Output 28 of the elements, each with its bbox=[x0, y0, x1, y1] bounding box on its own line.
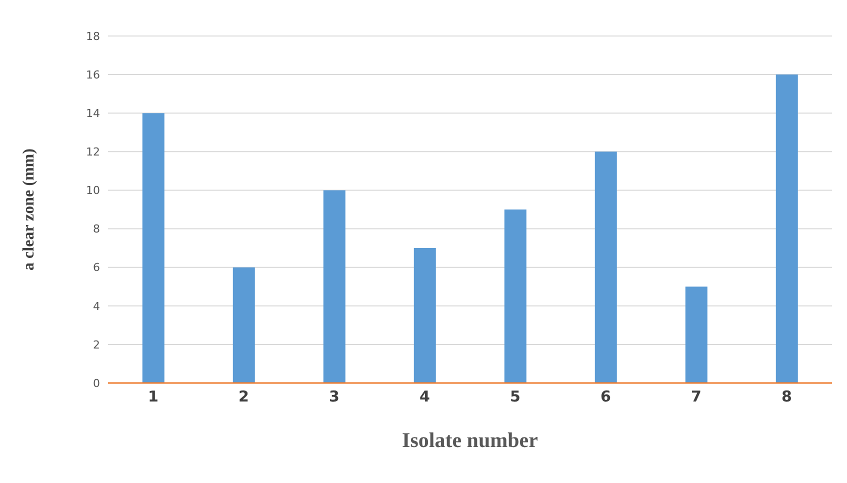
bar bbox=[232, 267, 255, 383]
y-tick-label: 0 bbox=[93, 376, 100, 390]
x-tick-label: 8 bbox=[782, 388, 792, 406]
x-tick-label: 3 bbox=[329, 388, 340, 406]
y-tick-label: 2 bbox=[93, 338, 100, 352]
x-tick-label: 1 bbox=[148, 388, 158, 406]
x-tick-label: 4 bbox=[420, 388, 430, 406]
bar bbox=[685, 286, 708, 383]
y-tick-label: 12 bbox=[86, 146, 100, 159]
y-tick-label: 10 bbox=[86, 184, 100, 198]
x-axis-title: Isolate number bbox=[402, 428, 538, 452]
x-tick-label: 2 bbox=[238, 388, 249, 406]
bar bbox=[504, 210, 526, 383]
y-tick-label: 6 bbox=[93, 261, 100, 274]
y-tick-label: 18 bbox=[86, 30, 100, 43]
y-tick-label: 14 bbox=[86, 107, 100, 120]
x-tick-label: 5 bbox=[510, 388, 520, 406]
x-tick-label: 6 bbox=[600, 388, 611, 406]
y-tick-label: 8 bbox=[93, 222, 100, 236]
bar bbox=[594, 152, 617, 383]
x-tick-label: 7 bbox=[691, 388, 702, 406]
y-tick-label: 4 bbox=[93, 300, 100, 313]
y-axis-title: a clear zone (mm) bbox=[20, 148, 38, 270]
y-tick-label: 16 bbox=[86, 68, 100, 82]
bar bbox=[414, 248, 436, 383]
bar bbox=[776, 74, 798, 383]
bar bbox=[323, 190, 346, 383]
bar bbox=[142, 113, 164, 383]
